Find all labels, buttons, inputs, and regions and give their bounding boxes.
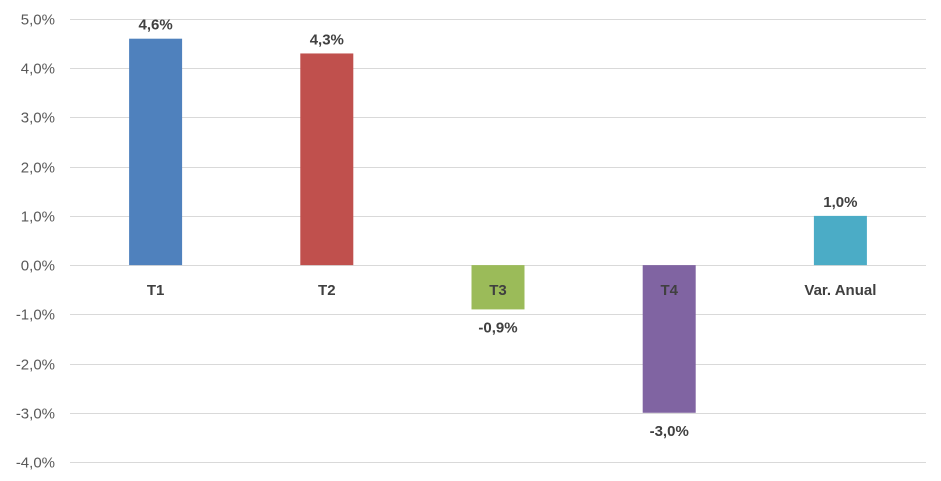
y-tick-label: -1,0%	[16, 307, 55, 324]
bar-t4	[642, 265, 696, 413]
data-label: 4,3%	[310, 31, 344, 48]
y-tick-label: 1,0%	[21, 209, 55, 226]
y-tick-label: 5,0%	[21, 12, 55, 29]
y-tick-label: 4,0%	[21, 61, 55, 78]
category-label: T4	[660, 282, 678, 299]
y-tick-label: 0,0%	[21, 258, 55, 275]
category-labels: T1 T2 T3 T4 Var. Anual	[147, 282, 877, 299]
bar-var-anual	[813, 215, 867, 266]
category-label: Var. Anual	[804, 282, 876, 299]
y-tick-label: -2,0%	[16, 357, 55, 374]
data-label: 4,6%	[138, 17, 172, 34]
data-label: -0,9%	[478, 319, 517, 336]
y-tick-label: -4,0%	[16, 455, 55, 472]
bar-t2	[300, 53, 354, 266]
category-label: T3	[489, 282, 507, 299]
data-labels: 4,6% 4,3% -0,9% -3,0% 1,0%	[138, 17, 857, 440]
data-label: 1,0%	[823, 194, 857, 211]
category-label: T1	[147, 282, 165, 299]
gridlines	[70, 19, 926, 463]
y-axis-ticks: 5,0% 4,0% 3,0% 2,0% 1,0% 0,0% -1,0% -2,0% -3,0% -…	[16, 12, 55, 472]
y-tick-label: -3,0%	[16, 406, 55, 423]
y-tick-label: 3,0%	[21, 110, 55, 127]
data-label: -3,0%	[650, 423, 689, 440]
y-tick-label: 2,0%	[21, 160, 55, 177]
bar-t1	[129, 38, 183, 266]
bars	[129, 38, 867, 413]
category-label: T2	[318, 282, 336, 299]
bar-t3	[471, 265, 525, 310]
